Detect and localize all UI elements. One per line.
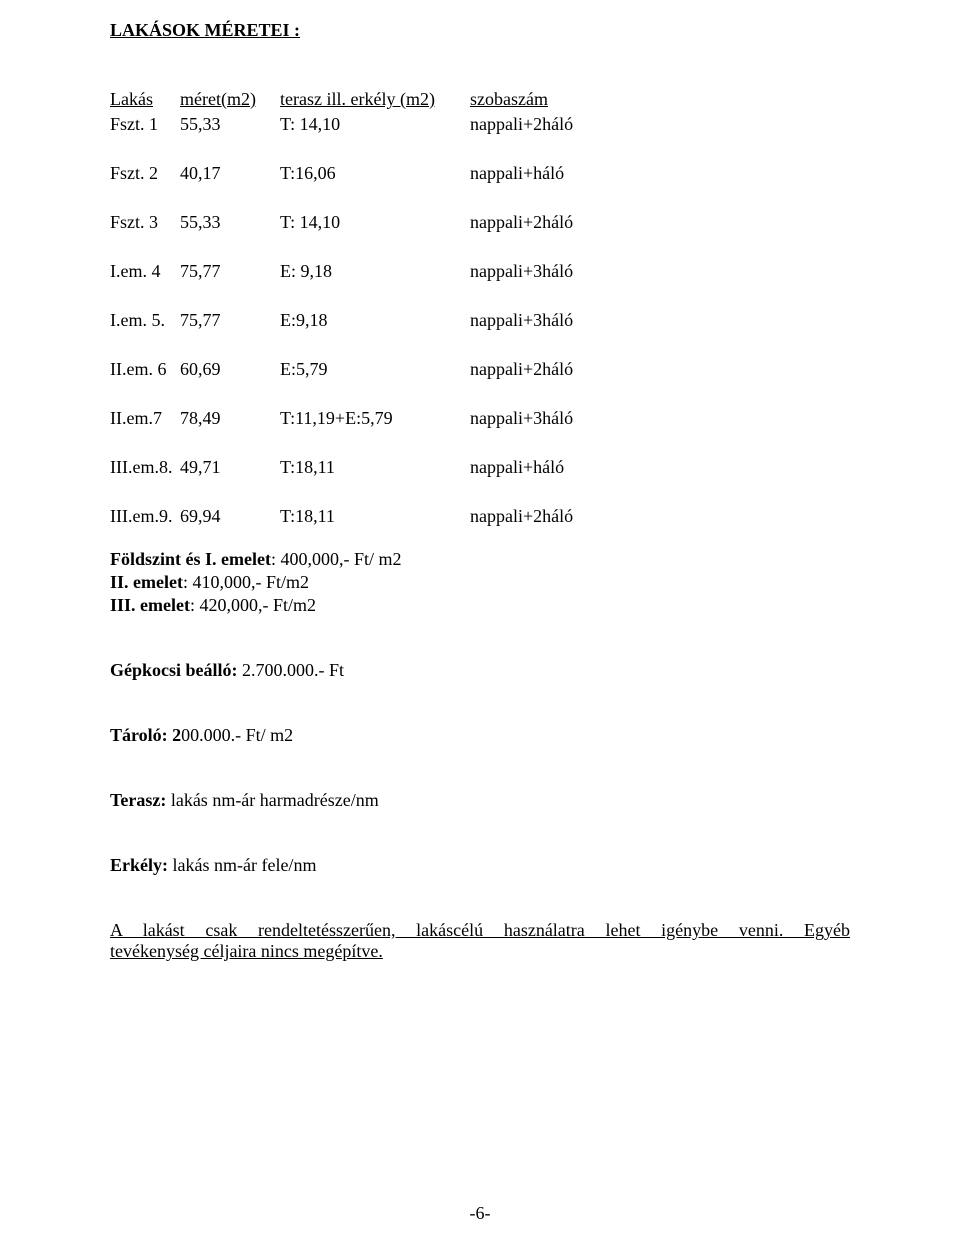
table-row: Fszt. 155,33T: 14,10nappali+2háló: [110, 114, 850, 135]
cell-szobaszam: nappali+2háló: [470, 212, 850, 233]
cell-szobaszam: nappali+2háló: [470, 359, 850, 380]
cell-lakas: I.em. 5.: [110, 310, 180, 331]
final-line1: A lakást csak rendeltetésszerűen, lakásc…: [110, 920, 850, 941]
table-row: Fszt. 355,33T: 14,10nappali+2háló: [110, 212, 850, 233]
cell-szobaszam: nappali+2háló: [470, 506, 850, 527]
table-row: I.em. 5.75,77E:9,18nappali+3háló: [110, 310, 850, 331]
section-heading: LAKÁSOK MÉRETEI :: [110, 20, 850, 41]
gepkocsi-value: 2.700.000.- Ft: [242, 660, 344, 680]
terasz-value: lakás nm-ár harmadrésze/nm: [171, 790, 379, 810]
price-value: : 420,000,- Ft/m2: [190, 595, 316, 615]
cell-terasz: T:18,11: [280, 457, 470, 478]
price-line: Földszint és I. emelet: 400,000,- Ft/ m2: [110, 549, 850, 570]
cell-szobaszam: nappali+háló: [470, 457, 850, 478]
price-line: III. emelet: 420,000,- Ft/m2: [110, 595, 850, 616]
price-label: Földszint és I. emelet: [110, 549, 271, 569]
terasz-label: Terasz:: [110, 790, 171, 810]
cell-lakas: III.em.8.: [110, 457, 180, 478]
cell-lakas: I.em. 4: [110, 261, 180, 282]
col-header-terasz: terasz ill. erkély (m2): [280, 89, 470, 110]
cell-meret: 55,33: [180, 114, 280, 135]
cell-terasz: E:5,79: [280, 359, 470, 380]
erkely-value: lakás nm-ár fele/nm: [173, 855, 317, 875]
price-block: Földszint és I. emelet: 400,000,- Ft/ m2…: [110, 549, 850, 616]
cell-szobaszam: nappali+2háló: [470, 114, 850, 135]
cell-meret: 49,71: [180, 457, 280, 478]
table-body: Fszt. 155,33T: 14,10nappali+2hálóFszt. 2…: [110, 114, 850, 527]
col-header-meret: méret(m2): [180, 89, 280, 110]
cell-meret: 55,33: [180, 212, 280, 233]
col-header-lakas: Lakás: [110, 89, 180, 110]
cell-meret: 69,94: [180, 506, 280, 527]
cell-lakas: III.em.9.: [110, 506, 180, 527]
cell-szobaszam: nappali+3háló: [470, 310, 850, 331]
table-row: III.em.8.49,71T:18,11nappali+háló: [110, 457, 850, 478]
price-label: II. emelet: [110, 572, 183, 592]
cell-meret: 78,49: [180, 408, 280, 429]
table-row: II.em.778,49T:11,19+E:5,79nappali+3háló: [110, 408, 850, 429]
cell-terasz: T:18,11: [280, 506, 470, 527]
tarolo-line: Tároló: 200.000.- Ft/ m2: [110, 725, 850, 746]
erkely-label: Erkély:: [110, 855, 173, 875]
cell-meret: 40,17: [180, 163, 280, 184]
cell-terasz: T: 14,10: [280, 212, 470, 233]
cell-terasz: T:16,06: [280, 163, 470, 184]
cell-meret: 75,77: [180, 310, 280, 331]
table-row: II.em. 660,69E:5,79nappali+2háló: [110, 359, 850, 380]
price-label: III. emelet: [110, 595, 190, 615]
tarolo-value: 00.000.- Ft/ m2: [181, 725, 293, 745]
col-header-szobaszam: szobaszám: [470, 89, 850, 110]
cell-terasz: E:9,18: [280, 310, 470, 331]
cell-lakas: II.em. 6: [110, 359, 180, 380]
cell-lakas: Fszt. 3: [110, 212, 180, 233]
cell-lakas: Fszt. 2: [110, 163, 180, 184]
cell-szobaszam: nappali+háló: [470, 163, 850, 184]
table-row: III.em.9.69,94T:18,11nappali+2háló: [110, 506, 850, 527]
cell-szobaszam: nappali+3háló: [470, 408, 850, 429]
table-row: Fszt. 240,17T:16,06nappali+háló: [110, 163, 850, 184]
tarolo-label: Tároló: 2: [110, 725, 181, 745]
table-row: I.em. 475,77E: 9,18nappali+3háló: [110, 261, 850, 282]
cell-terasz: T: 14,10: [280, 114, 470, 135]
cell-terasz: E: 9,18: [280, 261, 470, 282]
price-value: : 400,000,- Ft/ m2: [271, 549, 402, 569]
cell-lakas: Fszt. 1: [110, 114, 180, 135]
cell-terasz: T:11,19+E:5,79: [280, 408, 470, 429]
cell-meret: 60,69: [180, 359, 280, 380]
cell-meret: 75,77: [180, 261, 280, 282]
gepkocsi-label: Gépkocsi beálló:: [110, 660, 242, 680]
price-value: : 410,000,- Ft/m2: [183, 572, 309, 592]
erkely-line: Erkély: lakás nm-ár fele/nm: [110, 855, 850, 876]
table-header: Lakás méret(m2) terasz ill. erkély (m2) …: [110, 89, 850, 110]
cell-lakas: II.em.7: [110, 408, 180, 429]
final-paragraph: A lakást csak rendeltetésszerűen, lakásc…: [110, 920, 850, 962]
gepkocsi-line: Gépkocsi beálló: 2.700.000.- Ft: [110, 660, 850, 681]
cell-szobaszam: nappali+3háló: [470, 261, 850, 282]
terasz-line: Terasz: lakás nm-ár harmadrésze/nm: [110, 790, 850, 811]
final-line2: tevékenység céljaira nincs megépítve.: [110, 941, 850, 962]
price-line: II. emelet: 410,000,- Ft/m2: [110, 572, 850, 593]
page-number: -6-: [0, 1203, 960, 1224]
